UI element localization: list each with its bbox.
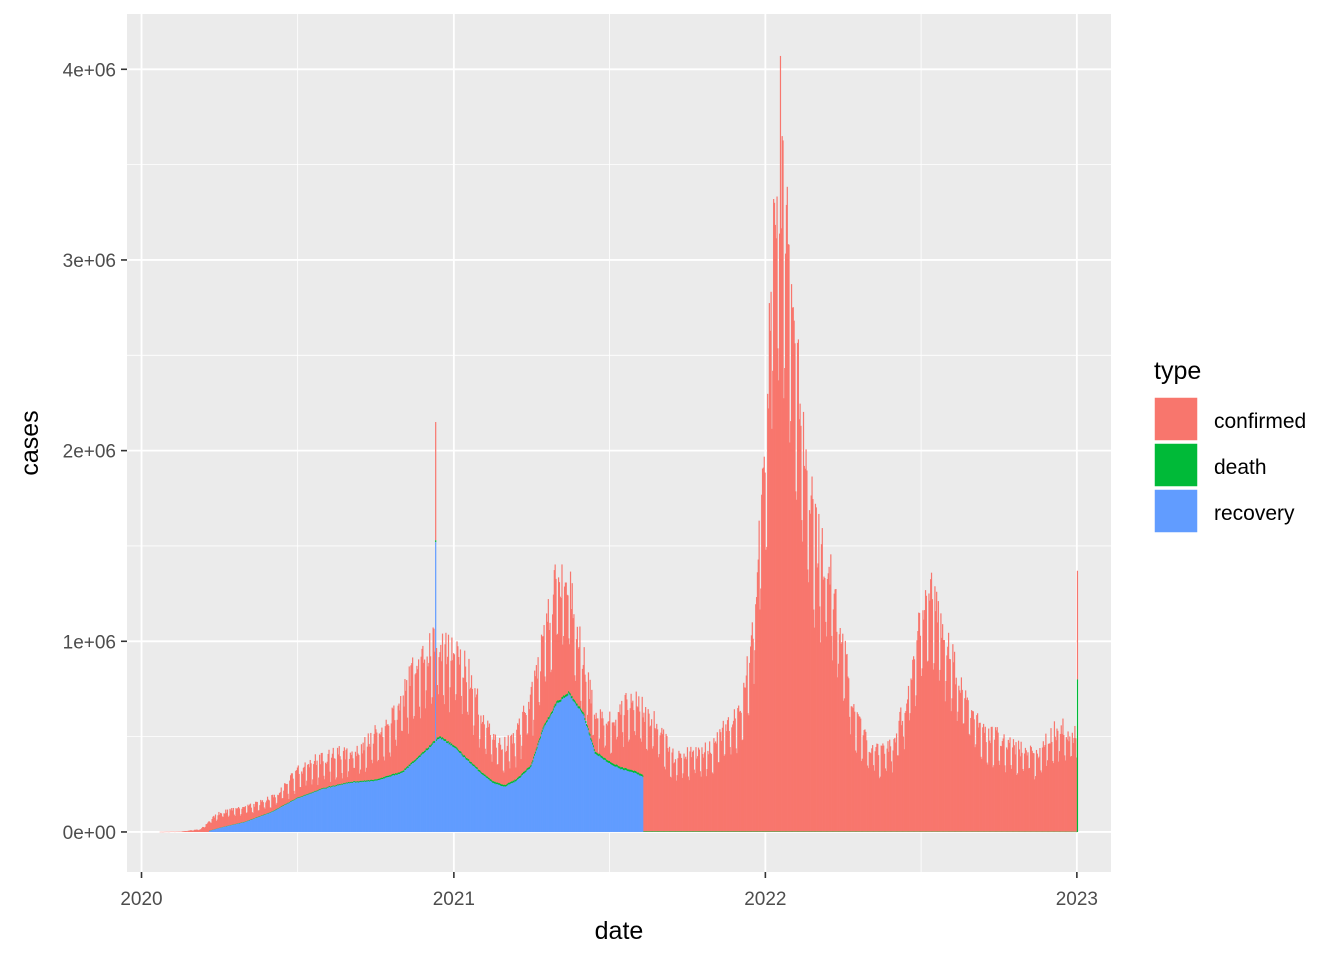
legend-key-death xyxy=(1154,443,1198,487)
bar-confirmed xyxy=(1077,571,1078,680)
x-tick-label: 2020 xyxy=(120,889,162,910)
legend-title: type xyxy=(1154,357,1201,385)
legend: type confirmed death recovery xyxy=(1154,357,1306,533)
legend-label-recovery: recovery xyxy=(1214,502,1295,525)
x-axis-title: date xyxy=(595,917,644,945)
x-tick-label: 2022 xyxy=(744,889,786,910)
bar-confirmed xyxy=(435,422,436,540)
bar-death xyxy=(435,540,436,542)
bar-confirmed xyxy=(591,690,592,740)
x-tick-label: 2021 xyxy=(433,889,475,910)
y-tick-label: 4e+06 xyxy=(63,60,116,81)
legend-key-recovery xyxy=(1154,489,1198,533)
bar-death xyxy=(585,721,586,723)
y-axis-title: cases xyxy=(16,410,44,475)
bar-confirmed xyxy=(597,718,598,753)
y-tick-label: 2e+06 xyxy=(63,442,116,463)
y-tick-label: 3e+06 xyxy=(63,251,116,272)
bar-confirmed xyxy=(579,626,580,706)
x-tick-label: 2023 xyxy=(1056,889,1098,910)
legend-label-death: death xyxy=(1214,456,1267,479)
bar-confirmed xyxy=(580,701,581,709)
legend-key-confirmed xyxy=(1154,397,1198,441)
bar-death xyxy=(1077,679,1078,832)
bar-confirmed xyxy=(585,682,586,721)
y-tick-label: 0e+00 xyxy=(63,823,116,844)
y-tick-label: 1e+06 xyxy=(63,632,116,653)
bar-confirmed xyxy=(609,712,610,761)
legend-label-confirmed: confirmed xyxy=(1214,410,1306,433)
